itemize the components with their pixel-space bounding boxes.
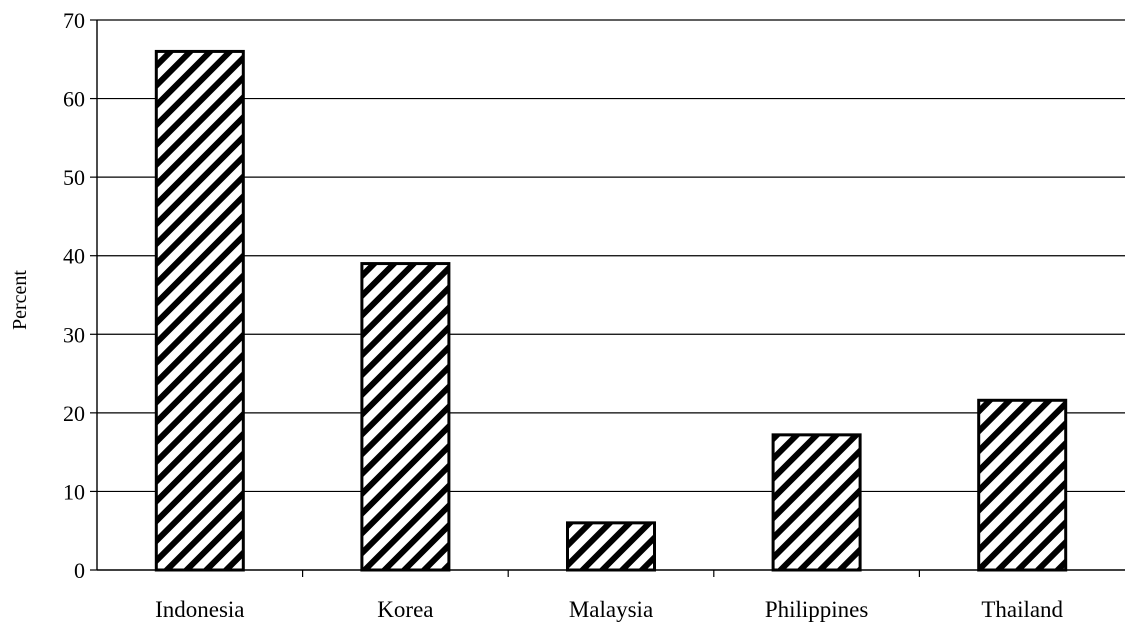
y-tick-label: 10 <box>63 479 85 504</box>
bar-thailand <box>977 398 1068 572</box>
y-tick-label: 70 <box>63 8 85 33</box>
axes <box>90 19 1125 577</box>
x-category-label: Malaysia <box>569 597 653 622</box>
bar-korea <box>360 262 451 572</box>
x-category-label: Korea <box>377 597 433 622</box>
y-axis-title: Percent <box>9 270 31 330</box>
y-tick-label: 20 <box>63 401 85 426</box>
y-tick-label: 60 <box>63 87 85 112</box>
bar-indonesia <box>154 49 245 572</box>
x-category-label: Indonesia <box>155 597 244 622</box>
bars <box>154 49 1068 572</box>
y-tick-label: 50 <box>63 165 85 190</box>
y-tick-label: 40 <box>63 244 85 269</box>
y-tick-label: 30 <box>63 322 85 347</box>
gridlines <box>97 19 1125 493</box>
x-category-label: Philippines <box>765 597 869 622</box>
x-category-label: Thailand <box>981 597 1063 622</box>
y-tick-label: 0 <box>74 558 85 583</box>
labels: 0 10 20 30 40 50 60 70 Indonesia Korea Malaysia Phi… <box>63 8 1064 622</box>
bar-malaysia <box>566 521 656 572</box>
bar-philippines <box>771 433 862 572</box>
